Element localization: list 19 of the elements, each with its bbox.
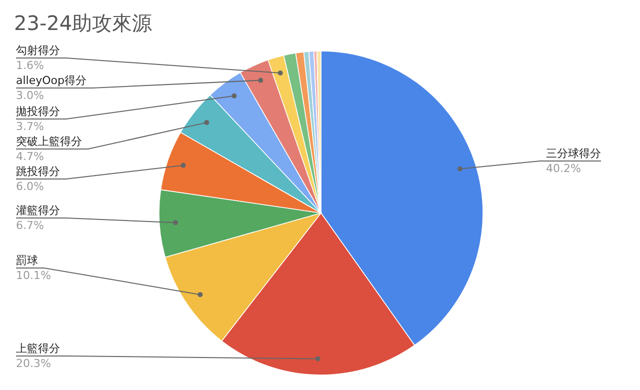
slice-label: 罰球 <box>16 254 38 267</box>
slice-label: 灌籃得分 <box>16 204 60 217</box>
data-label: 4.7% <box>16 150 44 163</box>
data-label: 6.0% <box>16 180 44 193</box>
slice-label: 上籃得分 <box>16 342 60 355</box>
chart-title: 23-24助攻來源 <box>14 11 152 35</box>
slice-label: 勾射得分 <box>16 44 60 57</box>
data-label: 3.0% <box>16 89 44 102</box>
data-label: 6.7% <box>16 219 44 232</box>
data-label: 10.1% <box>16 269 51 282</box>
data-label: 1.6% <box>16 59 44 72</box>
slice-label: 拋投得分 <box>16 105 60 118</box>
data-label: 20.3% <box>16 357 51 370</box>
slice-label: 突破上籃得分 <box>16 135 82 148</box>
slice-label: 三分球得分 <box>546 147 601 160</box>
data-label: 40.2% <box>546 162 581 175</box>
slice-label: 跳投得分 <box>16 165 60 178</box>
data-label: 3.7% <box>16 120 44 133</box>
slice-label: alleyOop得分 <box>16 74 87 87</box>
